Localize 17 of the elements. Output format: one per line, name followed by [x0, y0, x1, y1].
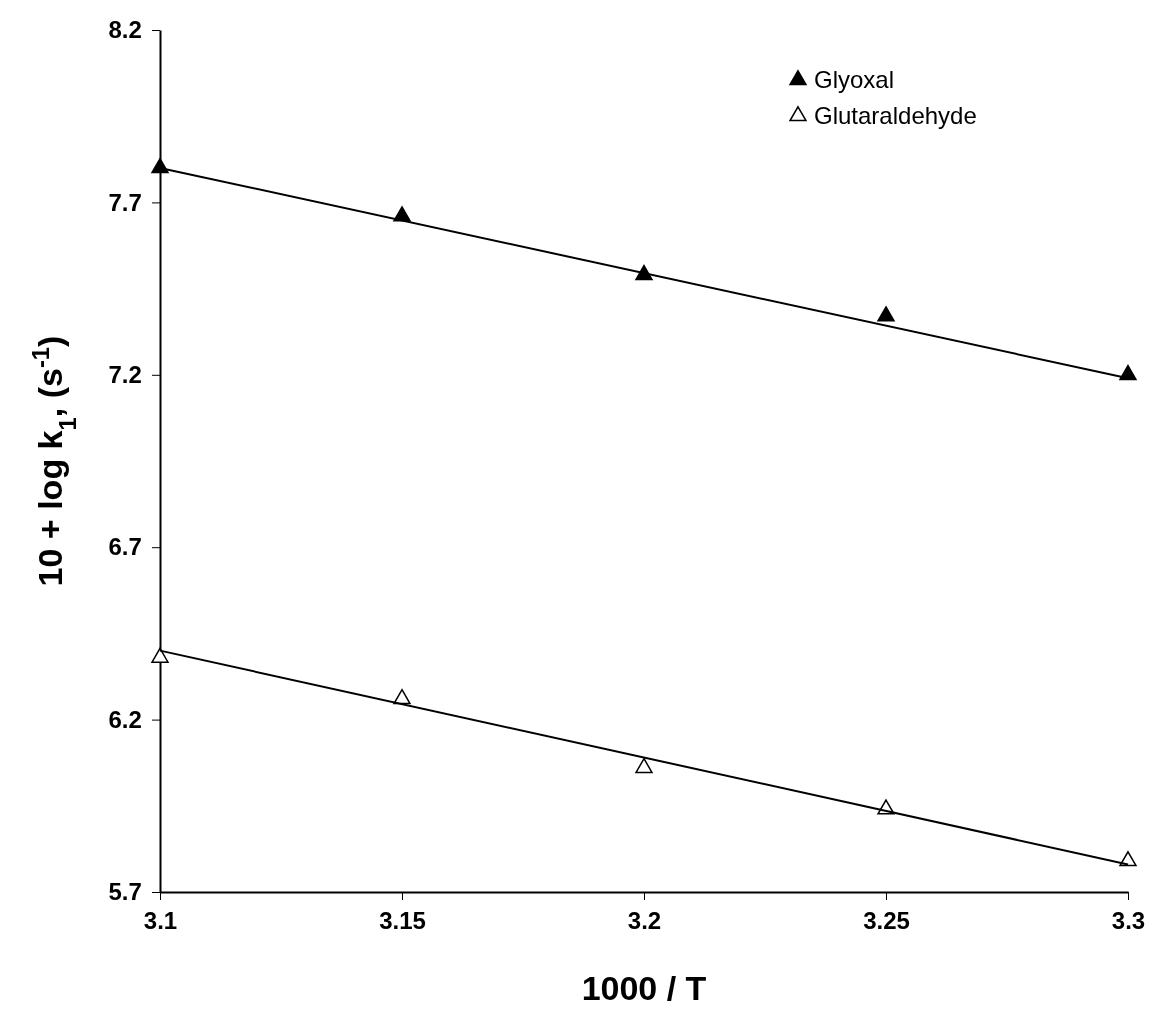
y-tick-label: 7.7 [108, 188, 142, 216]
y-tick-label: 5.7 [108, 878, 142, 906]
x-tick-label: 3.2 [627, 907, 662, 935]
y-tick-label: 6.7 [108, 533, 142, 561]
y-tick-label: 8.2 [108, 16, 142, 44]
y-tick-label: 7.2 [108, 360, 142, 388]
point [877, 306, 895, 322]
point [151, 647, 169, 663]
x-tick-label: 3.3 [1111, 907, 1146, 935]
x-tick-label: 3.15 [379, 907, 426, 935]
legend-label: Glutaraldehyde [814, 102, 977, 130]
legend-label: Glyoxal [814, 66, 895, 94]
y-tick-label: 6.2 [108, 705, 142, 733]
x-tick-label: 3.25 [863, 907, 910, 935]
point [635, 757, 653, 774]
x-tick-label: 3.1 [143, 907, 178, 935]
x-axis-title: 1000 / T [581, 969, 707, 1007]
